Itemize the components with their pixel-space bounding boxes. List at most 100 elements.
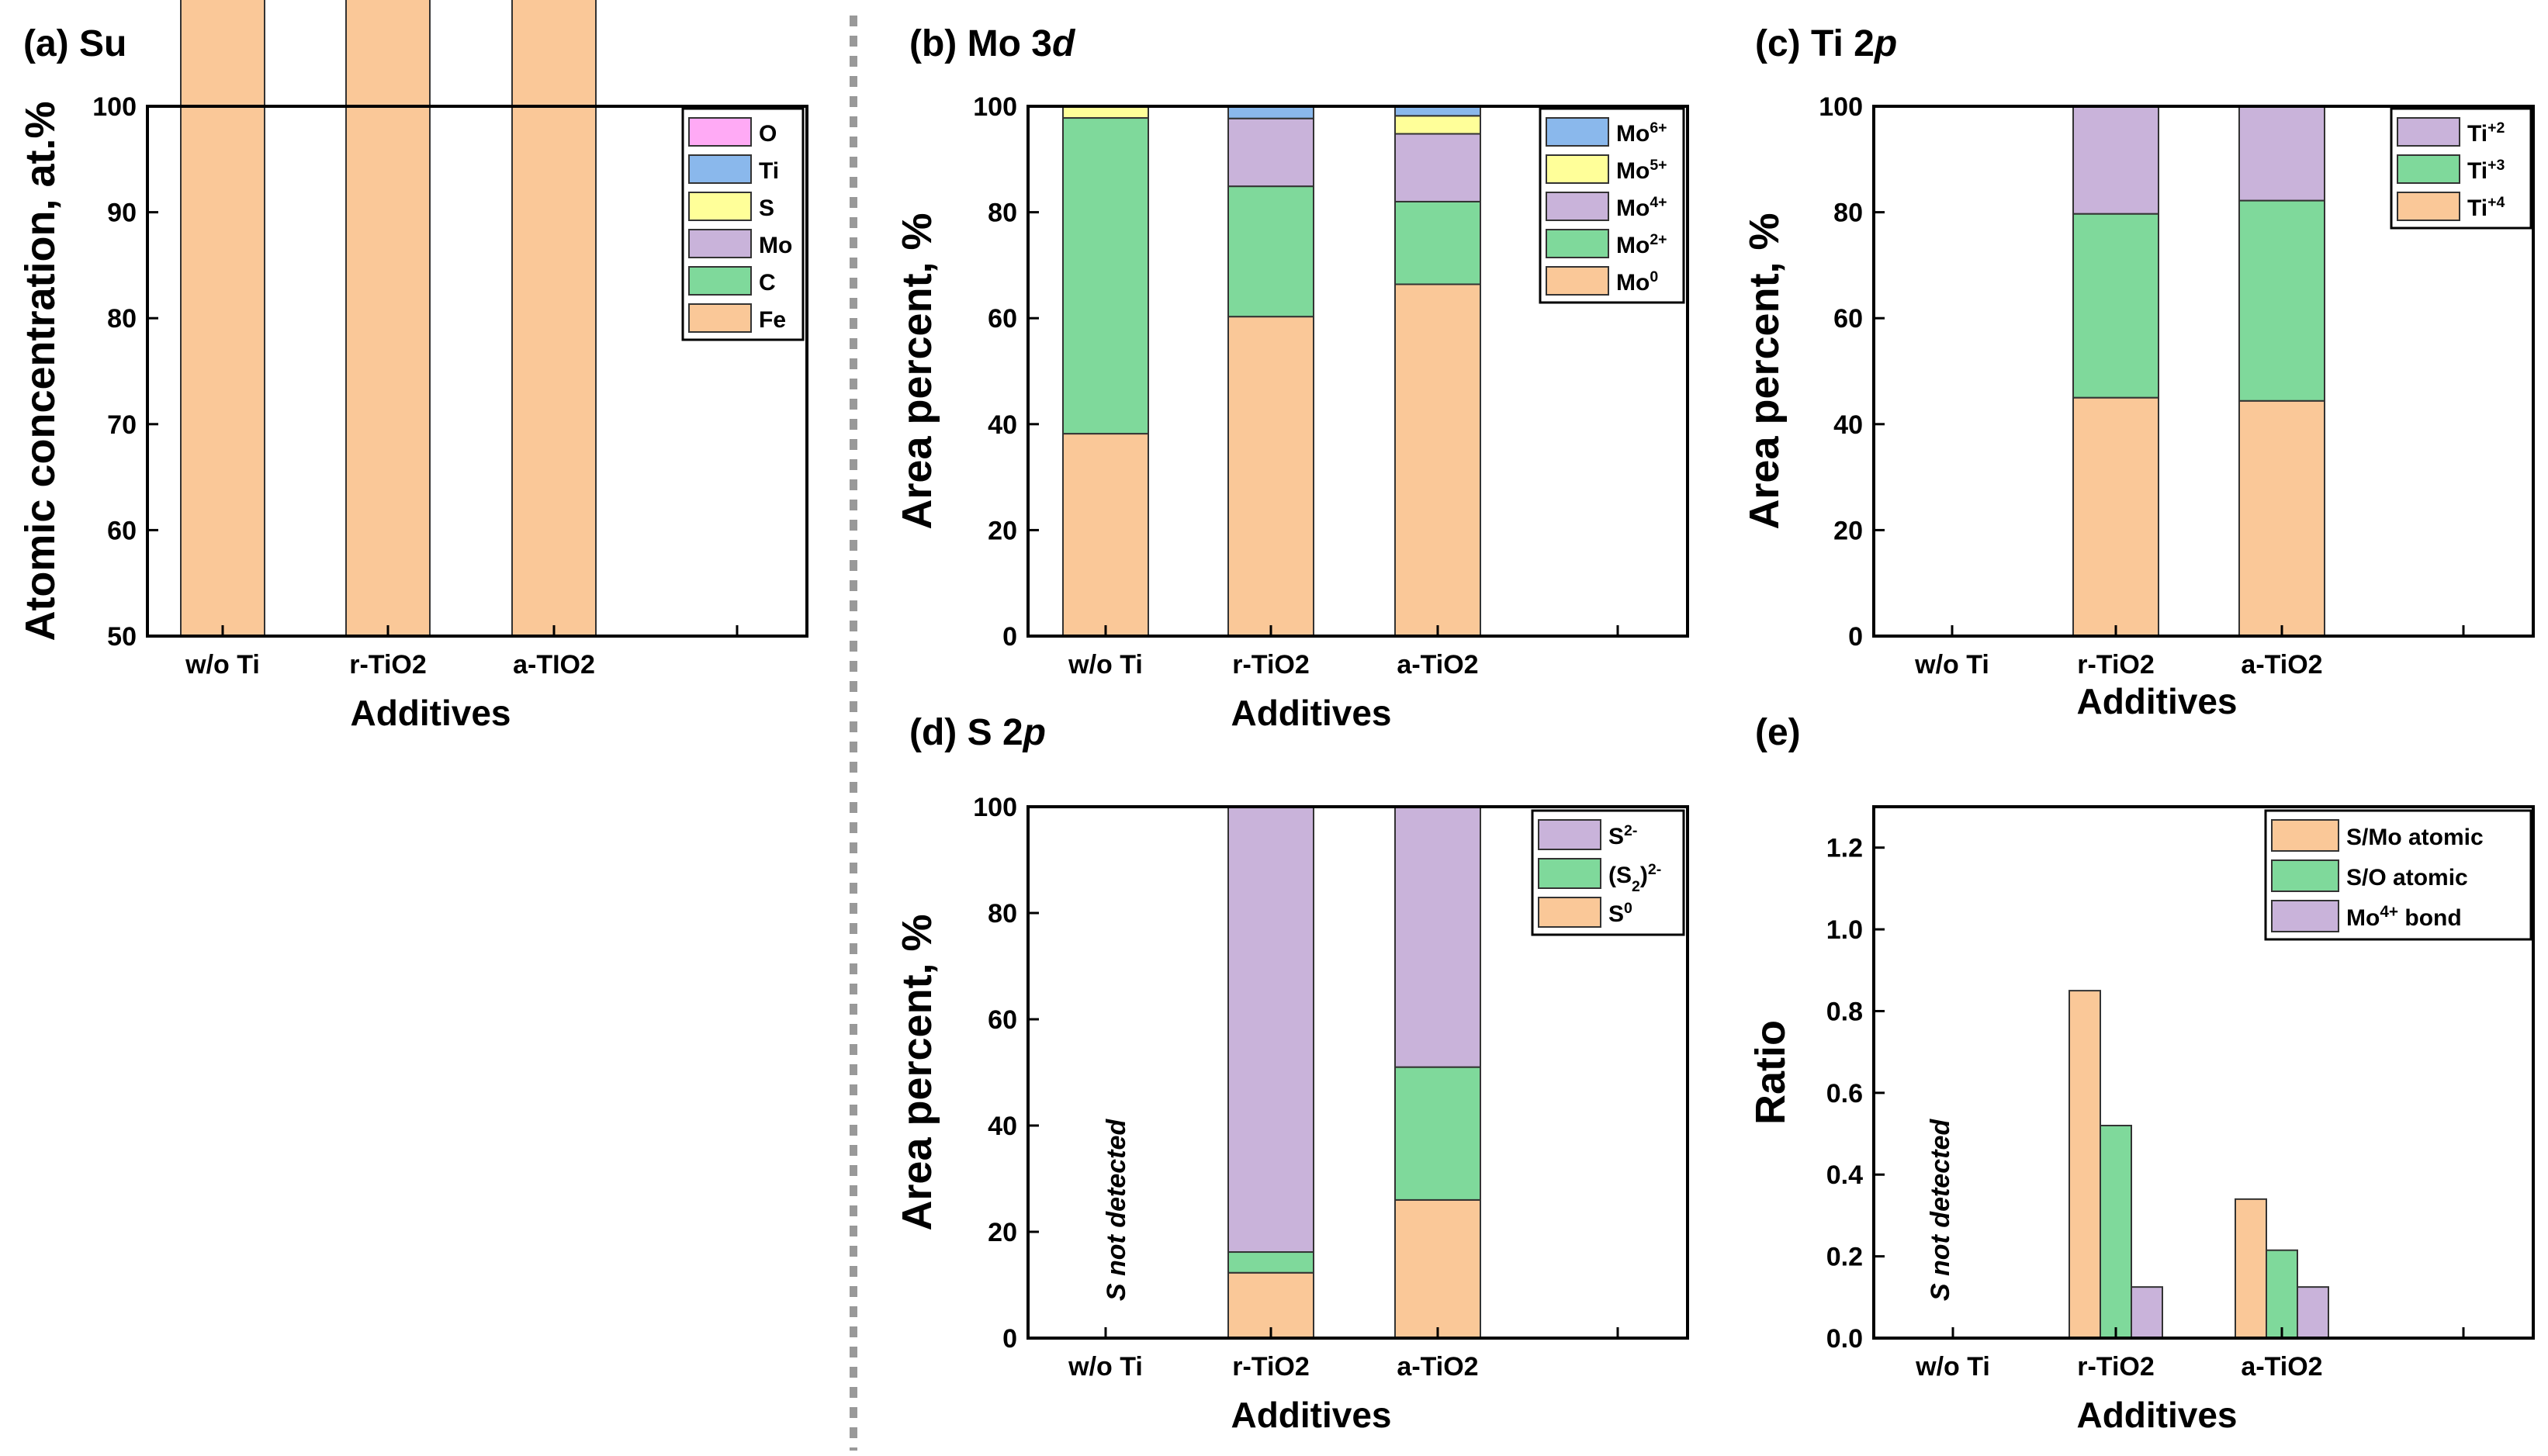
ytick-label-d-5: 100: [973, 793, 1017, 822]
panel-title-c: (c) Ti 2p: [1755, 23, 1897, 64]
ytick-label-b-1: 20: [988, 516, 1017, 545]
xtick-label-a-0: w/o Ti: [185, 650, 260, 680]
legend-label-c-Ti+4: Ti+4: [2467, 194, 2505, 221]
ytick-label-e-1: 0.2: [1826, 1243, 1863, 1272]
ytick-label-a-3: 80: [107, 304, 137, 334]
ytick-label-c-2: 40: [1833, 410, 1863, 440]
bar-e-Mo4+ bond-2: [2297, 1286, 2329, 1340]
legend-label-b-Mo2+: Mo2+: [1616, 231, 1667, 258]
plot-frame-d: [1026, 805, 1689, 1340]
legend-swatch-d-S0: [1538, 897, 1601, 928]
bar-b-Mo2+-2: [1394, 200, 1481, 285]
xtick-label-b-2: a-TiO2: [1397, 650, 1478, 680]
ytick-label-b-5: 100: [973, 92, 1017, 122]
legend-label-a-Fe: Fe: [759, 307, 786, 333]
y-axis-label-c: Area percent, %: [1741, 213, 1788, 529]
bar-a-Fe-2: [511, 0, 597, 638]
panel-title-d: (d) S 2p: [909, 712, 1046, 753]
legend-swatch-b-Mo4+: [1546, 192, 1609, 221]
legend-swatch-e-S/O atomic: [2271, 859, 2339, 892]
bar-c-Ti+3-1: [2072, 213, 2159, 399]
plot-frame-c: [1872, 105, 2535, 638]
legend-swatch-a-Mo: [688, 229, 752, 258]
legend-e: S/Mo atomic S/O atomic Mo4+ bond: [2264, 809, 2532, 941]
ytick-label-e-6: 1.2: [1826, 834, 1863, 863]
annotation-d: S not detected: [1102, 1119, 1131, 1301]
legend-swatch-b-Mo2+: [1546, 229, 1609, 258]
bar-c-Ti+2-2: [2238, 105, 2325, 202]
ytick-label-c-1: 20: [1833, 516, 1863, 545]
xtick-label-e-2: a-TiO2: [2241, 1352, 2322, 1382]
bar-a-Fe-1: [345, 0, 431, 637]
ytick-label-d-2: 40: [988, 1112, 1017, 1141]
y-axis-label-a: Atomic concentration, at.%: [17, 101, 64, 641]
bar-e-Mo4+ bond-1: [2131, 1286, 2163, 1340]
legend-box-a: [681, 107, 805, 341]
plot-frame-e: [1872, 805, 2535, 1340]
bar-d-S2--2: [1394, 806, 1481, 1068]
x-axis-label-b: Additives: [1231, 693, 1391, 733]
legend-label-d-(S2)2-: (S2)2-: [1608, 861, 1661, 895]
xtick-label-d-0: w/o Ti: [1068, 1352, 1143, 1382]
legend-swatch-c-Ti+3: [2397, 154, 2460, 184]
legend-a: O Ti S Mo C Fe: [681, 107, 805, 341]
legend-swatch-d-(S2)2-: [1538, 858, 1601, 889]
x-axis-label-c: Additives: [2076, 681, 2237, 721]
legend-c: Ti+2 Ti+3 Ti+4: [2390, 107, 2532, 230]
bar-b-Mo2+-0: [1062, 117, 1149, 435]
bar-e-S/O atomic-2: [2266, 1249, 2298, 1340]
legend-label-a-O: O: [759, 121, 777, 147]
y-axis-label-e: Ratio: [1747, 1020, 1794, 1125]
bar-c-Ti+4-1: [2072, 396, 2159, 638]
bar-b-Mo6+-1: [1227, 105, 1314, 119]
chart-panel-e: (e) 0.0 0.2 0.4 0.6 0.8 1.0 1.2 w/o Ti r-TiO2 a-Ti…: [1747, 712, 2535, 1435]
legend-swatch-a-C: [688, 266, 752, 296]
legend-label-b-Mo6+: Mo6+: [1616, 119, 1667, 147]
xtick-label-a-1: r-TiO2: [349, 650, 427, 680]
legend-swatch-c-Ti+4: [2397, 192, 2460, 221]
xtick-label-a-2: a-TIO2: [513, 650, 595, 680]
legend-swatch-a-O: [688, 117, 752, 147]
x-axis-label-a: Additives: [350, 693, 511, 733]
legend-label-e-S/O atomic: S/O atomic: [2346, 865, 2468, 891]
xtick-label-c-2: a-TiO2: [2241, 650, 2322, 680]
legend-swatch-c-Ti+2: [2397, 117, 2460, 147]
ytick-label-e-3: 0.6: [1826, 1079, 1863, 1108]
legend-d: S2- (S2)2- S0: [1531, 809, 1685, 936]
legend-b: Mo6+ Mo5+ Mo4+ Mo2+ Mo0: [1539, 107, 1685, 304]
bar-b-Mo2+-1: [1227, 185, 1314, 318]
ytick-label-c-5: 100: [1819, 92, 1863, 122]
plot-frame-b: [1026, 105, 1689, 638]
legend-swatch-a-S: [688, 192, 752, 221]
ytick-label-a-1: 60: [107, 516, 137, 545]
legend-label-a-Mo: Mo: [759, 233, 792, 258]
bar-b-Mo5+-2: [1394, 115, 1481, 135]
legend-label-d-S0: S0: [1608, 900, 1632, 927]
ytick-label-e-0: 0.0: [1826, 1324, 1863, 1354]
bar-c-Ti+4-2: [2238, 399, 2325, 637]
xtick-label-c-1: r-TiO2: [2077, 650, 2155, 680]
ytick-label-c-0: 0: [1848, 622, 1863, 652]
legend-swatch-b-Mo0: [1546, 266, 1609, 296]
ytick-label-e-5: 1.0: [1826, 915, 1863, 945]
legend-swatch-a-Ti: [688, 154, 752, 184]
chart-panel-d: (d) S 2p 0 20 40 60 80 100 w/o Ti r-TiO2 a-TiO2Ad…: [894, 712, 1689, 1435]
legend-label-e-S/Mo atomic: S/Mo atomic: [2346, 825, 2484, 850]
bar-b-Mo0-0: [1062, 433, 1149, 637]
xtick-label-e-1: r-TiO2: [2077, 1352, 2155, 1382]
annotation-e: S not detected: [1926, 1119, 1955, 1301]
bar-e-S/Mo atomic-1: [2069, 990, 2101, 1339]
ytick-label-e-2: 0.4: [1826, 1160, 1863, 1190]
legend-label-b-Mo4+: Mo4+: [1616, 194, 1667, 221]
legend-label-c-Ti+3: Ti+3: [2467, 157, 2505, 184]
legend-swatch-b-Mo5+: [1546, 154, 1609, 184]
ytick-label-a-2: 70: [107, 410, 137, 440]
xtick-label-c-0: w/o Ti: [1914, 650, 1989, 680]
ytick-label-a-0: 50: [107, 622, 137, 652]
bar-d-S0-2: [1394, 1198, 1481, 1340]
y-axis-label-b: Area percent, %: [894, 213, 940, 529]
xtick-label-e-0: w/o Ti: [1915, 1352, 1990, 1382]
